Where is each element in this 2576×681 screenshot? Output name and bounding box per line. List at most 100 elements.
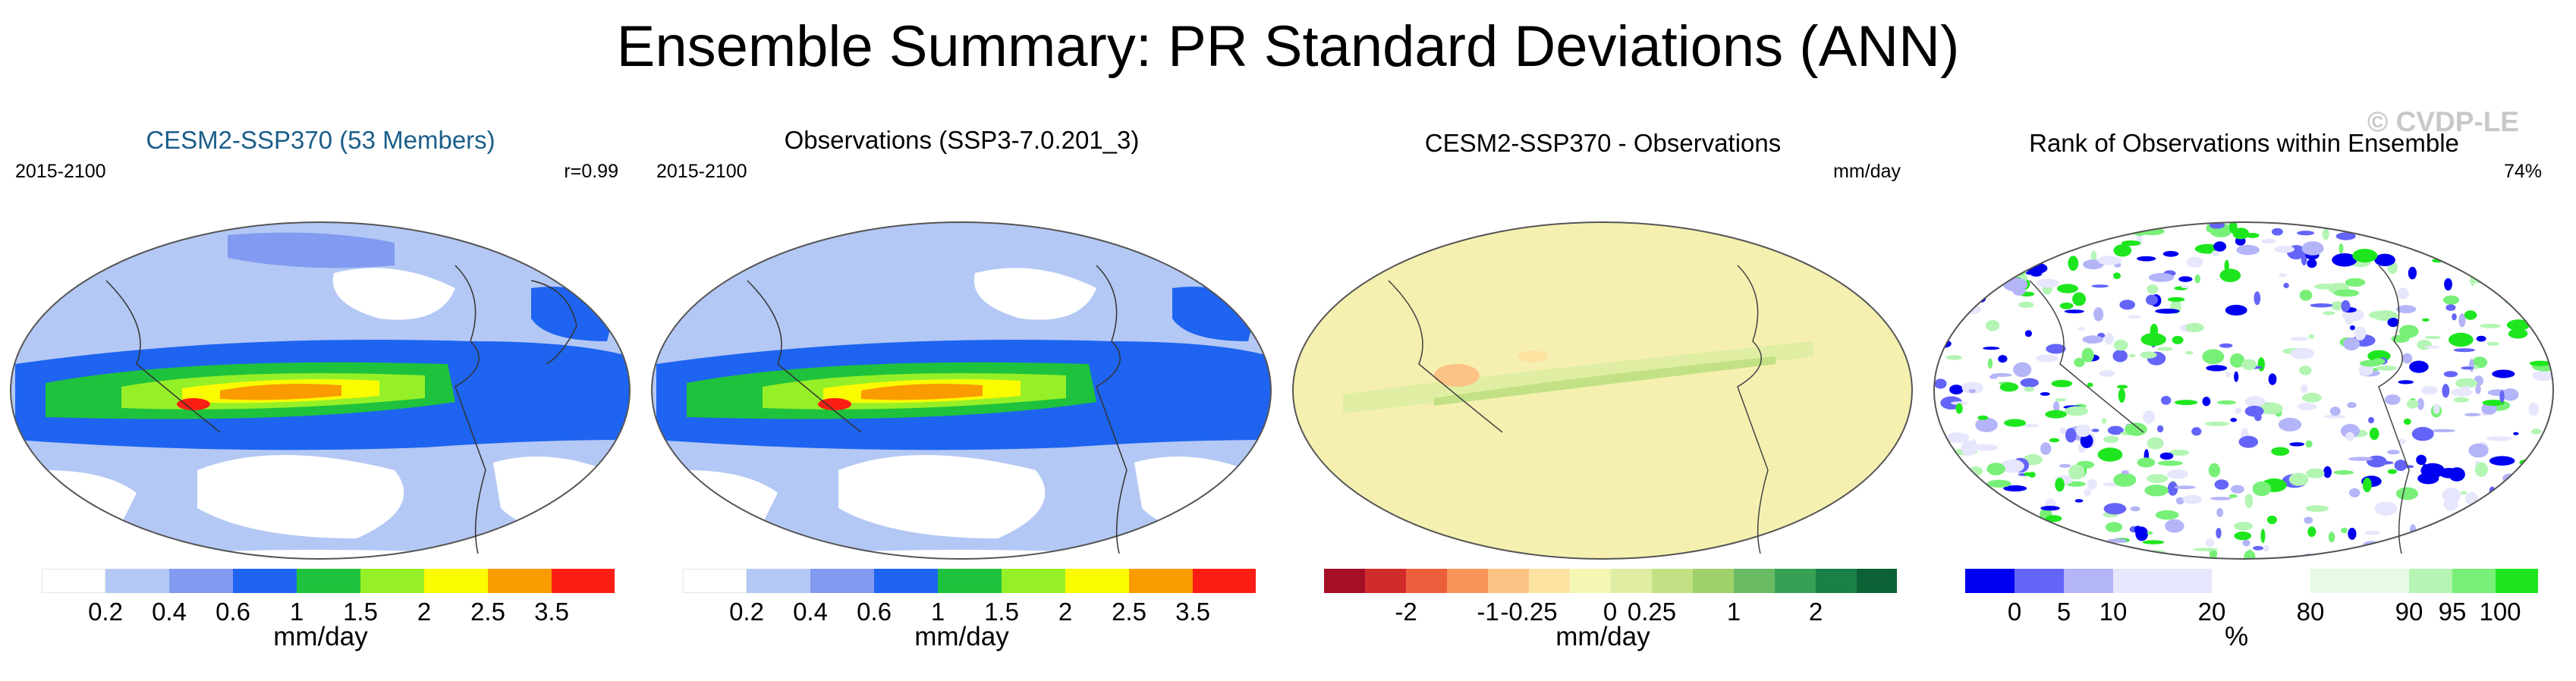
units-label: mm/day — [1833, 161, 1901, 182]
colorbar-tick: 0 — [1603, 598, 1618, 626]
rank-patch — [2022, 423, 2040, 428]
rank-patch — [2186, 256, 2203, 268]
rank-patch — [2308, 334, 2315, 339]
rank-patch — [2362, 477, 2372, 493]
rank-patch — [2289, 442, 2304, 447]
rank-patch — [2424, 240, 2445, 246]
rank-patch — [2354, 326, 2367, 340]
rank-patch — [2297, 231, 2315, 236]
rank-patch — [2460, 532, 2470, 544]
rank-patch — [2412, 224, 2434, 234]
rank-patch — [2403, 542, 2421, 551]
rank-patch — [2025, 271, 2039, 275]
rank-patch — [2442, 295, 2460, 305]
rank-patch — [2367, 455, 2387, 468]
rank-patch — [2004, 227, 2026, 231]
rank-patch — [2499, 390, 2505, 403]
rank-patch — [2064, 406, 2089, 416]
rank-patch — [2143, 410, 2155, 424]
period-label: 2015-2100 — [15, 161, 106, 182]
rank-patch — [2340, 424, 2360, 438]
rank-patch — [2521, 222, 2536, 231]
rank-patch — [2301, 241, 2324, 256]
rank-patch — [1934, 339, 1952, 348]
rank-patch — [2103, 435, 2119, 444]
rank-patch — [1934, 322, 1945, 336]
rank-patch — [2113, 339, 2128, 351]
colorbar-tick: 0.2 — [729, 598, 764, 626]
rank-patch — [2024, 522, 2033, 534]
rank-patch — [1989, 375, 1998, 379]
rank-patch — [1969, 389, 1976, 394]
rank-patch — [2298, 403, 2317, 411]
rank-patch — [2128, 315, 2142, 319]
rank-patch — [2323, 466, 2332, 479]
rank-patch — [2044, 535, 2061, 544]
rank-patch — [2211, 250, 2219, 256]
colorbar-tick: 20 — [2197, 598, 2226, 626]
rank-patch — [2238, 435, 2259, 448]
colorbar-swatch — [1775, 569, 1816, 593]
rank-patch — [2376, 366, 2397, 371]
rank-patch — [2234, 371, 2239, 382]
rank-patch — [2165, 519, 2184, 533]
colorbar-tick: 2.5 — [470, 598, 505, 626]
panel-title: Rank of Observations within Ensemble — [2029, 129, 2459, 157]
rank-patch — [2024, 386, 2035, 392]
difference-map — [1292, 221, 1913, 560]
rank-patch — [2508, 328, 2528, 339]
rank-patch — [2307, 526, 2317, 537]
rank-patch — [2546, 225, 2552, 231]
colorbar-units: % — [2224, 622, 2249, 651]
rank-patch — [2397, 287, 2409, 300]
colorbar-tick: 100 — [2479, 598, 2521, 626]
rank-patch — [2278, 273, 2288, 278]
rank-map — [1933, 221, 2554, 560]
rank-patch — [2225, 372, 2231, 378]
rank-patch — [2335, 223, 2342, 229]
colorbar-swatch — [810, 569, 874, 593]
rank-patch — [1977, 415, 1989, 420]
rank-patch — [2244, 396, 2266, 407]
precip-stddev-map — [10, 221, 631, 560]
rank-patch — [2040, 392, 2050, 396]
rank-patch — [2486, 436, 2513, 441]
rank-patch — [2113, 472, 2137, 487]
rank-patch — [2033, 233, 2059, 248]
rank-patch — [2244, 406, 2264, 417]
rank-patch — [2406, 399, 2419, 409]
rank-patch — [2202, 349, 2225, 365]
rank-patch — [2144, 485, 2169, 497]
rank-patch — [2322, 228, 2329, 240]
rank-patch — [1951, 286, 1974, 290]
rank-patch — [2299, 366, 2312, 375]
rank-patch — [2105, 522, 2123, 532]
colorbar-swatch — [1129, 569, 1193, 593]
rank-patch — [2159, 452, 2174, 460]
rank-patch — [2301, 384, 2308, 394]
rank-patch — [2099, 369, 2115, 377]
rank-patch — [2155, 309, 2180, 314]
rank-patch — [2040, 442, 2052, 455]
rank-patch — [2421, 385, 2438, 395]
rank-patch — [2208, 463, 2221, 478]
rank-patch — [2368, 310, 2395, 320]
rank-patch — [2476, 335, 2486, 342]
rank-patch — [2113, 244, 2132, 257]
rank-patch — [2155, 510, 2179, 520]
rank-patch — [2059, 302, 2074, 309]
rank-patch — [2492, 369, 2515, 378]
rank-patch — [1996, 259, 2012, 271]
rank-patch — [2134, 526, 2142, 535]
rank-patch — [2330, 301, 2345, 311]
rank-patch — [2537, 494, 2551, 506]
rank-patch — [2487, 389, 2509, 397]
rank-patch — [1986, 234, 2001, 246]
rank-patch — [2513, 432, 2519, 435]
rank-patch — [2384, 394, 2401, 405]
rank-patch — [2172, 335, 2184, 344]
rank-patch — [2174, 485, 2196, 489]
rank-patch — [1978, 485, 1987, 499]
rank-patch — [2348, 527, 2357, 540]
colorbar — [683, 569, 1256, 593]
